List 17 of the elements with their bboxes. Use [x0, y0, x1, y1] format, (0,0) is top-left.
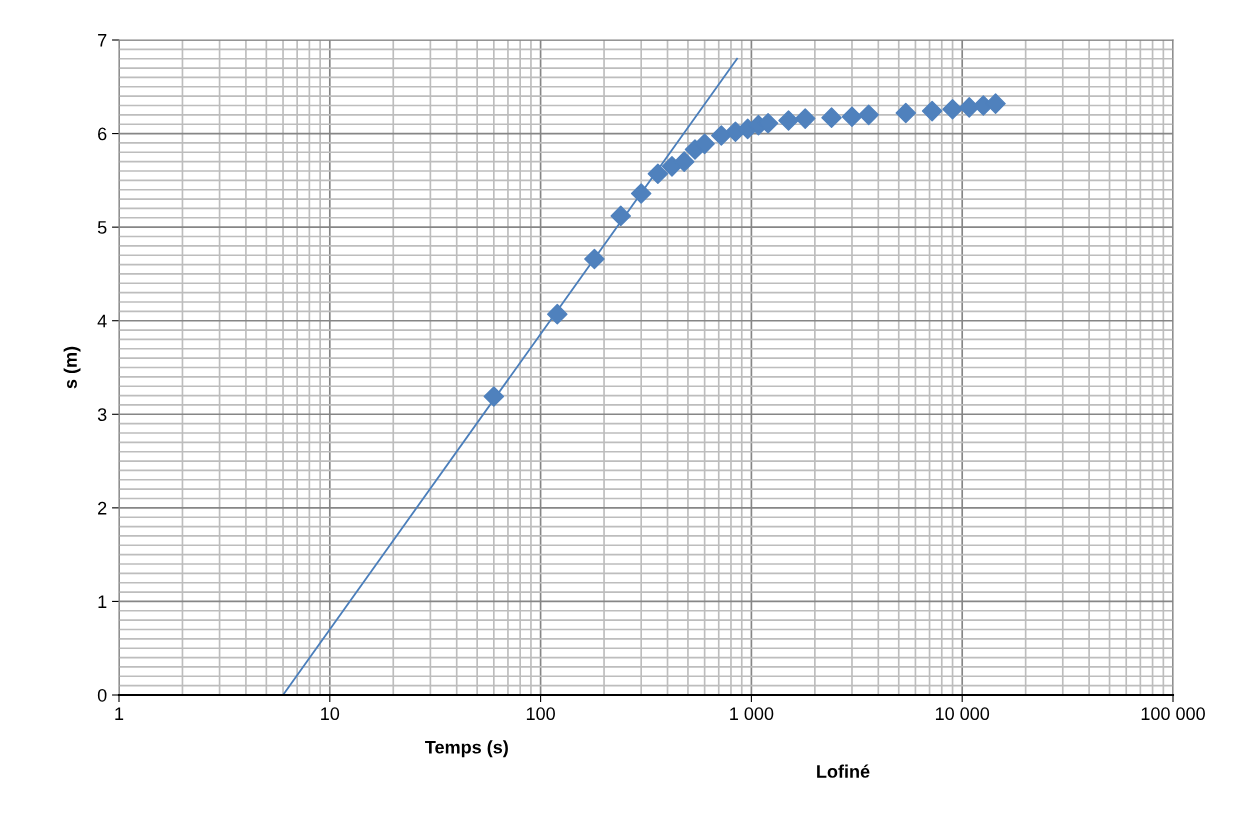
- x-tick-label: 100 000: [1141, 707, 1205, 721]
- x-tick-label: 10: [321, 707, 340, 721]
- y-tick-label: 7: [98, 34, 107, 47]
- x-tick-label: 1: [115, 707, 124, 720]
- x-tick-label: 100: [526, 707, 555, 721]
- y-tick-label: 4: [97, 314, 107, 328]
- y-tick-label: 2: [98, 501, 107, 515]
- y-tick-label: 5: [97, 221, 107, 234]
- y-tick-label: 0: [97, 688, 107, 702]
- y-tick-label: 1: [98, 595, 107, 608]
- x-tick-label: 1 000: [730, 707, 774, 721]
- x-axis-title: Temps (s): [425, 740, 508, 758]
- x-tick-label: 10 000: [935, 707, 990, 721]
- text: Lofiné: [817, 764, 870, 778]
- y-tick-label: 6: [98, 127, 107, 141]
- y-axis-title: s (m): [63, 346, 81, 389]
- y-tick-label: 3: [97, 408, 107, 422]
